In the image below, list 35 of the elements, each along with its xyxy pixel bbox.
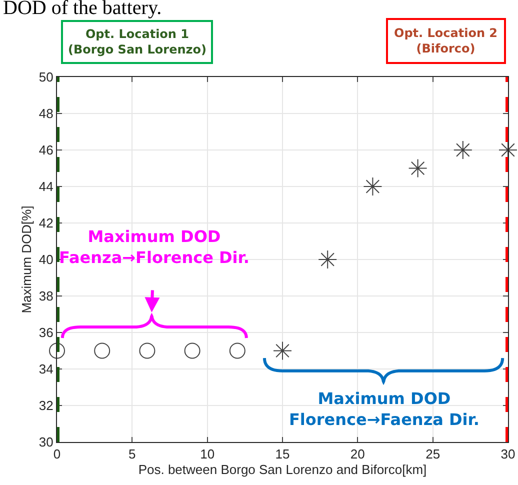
y-tick-label: 34 <box>38 362 54 377</box>
point <box>229 342 246 359</box>
y-tick-label: 46 <box>38 142 54 158</box>
x-tick-label: 10 <box>200 446 215 462</box>
y-tick-label: 38 <box>38 288 54 304</box>
point <box>273 341 292 360</box>
point <box>94 342 110 359</box>
point <box>318 250 338 269</box>
y-tick-label: 30 <box>38 434 54 450</box>
y-tick-label: 48 <box>38 106 54 122</box>
y-tick-label: 32 <box>38 398 54 414</box>
annotation: Maximum DOD Faenza→Florence Dir. <box>59 227 250 267</box>
annotation: Maximum DOD Florence→Faenza Dir. <box>289 389 480 429</box>
point <box>184 342 200 359</box>
x-tick-label: 15 <box>275 446 290 462</box>
y-tick-label: 36 <box>38 325 54 340</box>
ref-line-label: Opt. Location 1 (Borgo San Lorenzo) <box>68 27 206 57</box>
ref-line-label: Opt. Location 2 (Biforco) <box>394 26 498 56</box>
x-tick-label: 5 <box>128 446 136 462</box>
point <box>139 342 156 359</box>
point <box>49 342 65 359</box>
y-tick-label: 50 <box>38 70 54 85</box>
y-tick-label: 44 <box>38 179 54 194</box>
point <box>408 158 428 178</box>
y-tick-label: 42 <box>38 216 54 231</box>
x-axis-title: Pos. between Borgo San Lorenzo and Biforco[km] <box>138 462 427 478</box>
y-tick-label: 40 <box>38 252 54 268</box>
x-tick-label: 30 <box>500 446 516 462</box>
x-tick-label: 25 <box>426 446 440 462</box>
point <box>363 177 382 196</box>
x-tick-label: 0 <box>53 446 61 462</box>
text: DOD of the battery. <box>3 0 162 19</box>
x-tick-label: 20 <box>350 446 365 462</box>
point <box>453 140 472 160</box>
y-axis-title: Maximum DOD[%] <box>18 206 34 314</box>
